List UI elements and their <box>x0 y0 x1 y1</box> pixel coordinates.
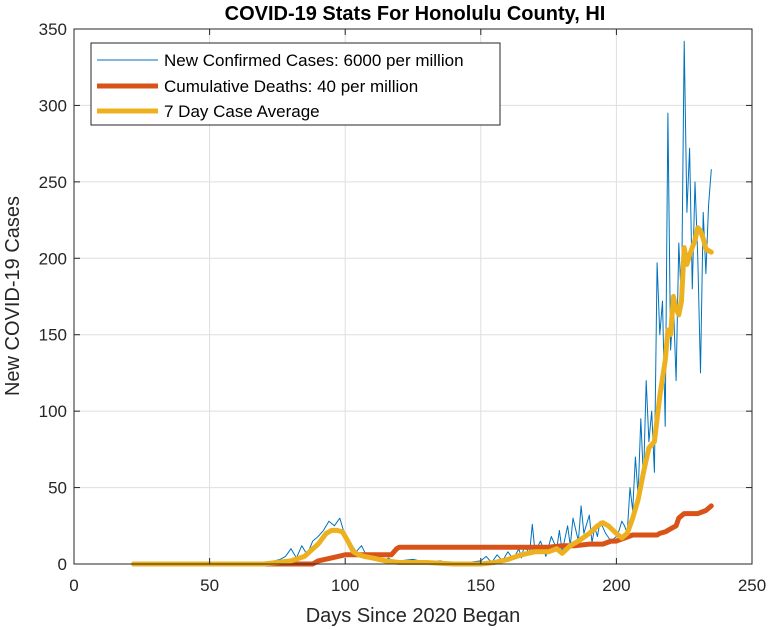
legend: New Confirmed Cases: 6000 per million Cu… <box>90 42 501 126</box>
y-axis-label: New COVID-19 Cases <box>2 196 24 396</box>
legend-label-new-cases: New Confirmed Cases: 6000 per million <box>164 51 464 70</box>
y-tick-label: 50 <box>48 479 67 498</box>
series-line-7-day-average <box>131 225 714 567</box>
y-tick-label: 250 <box>39 173 67 192</box>
y-tick-label: 150 <box>39 326 67 345</box>
series-lines <box>131 40 714 567</box>
x-tick-label: 250 <box>738 576 766 595</box>
y-tick-label: 350 <box>39 20 67 39</box>
x-tick-label: 100 <box>331 576 359 595</box>
x-tick-label: 200 <box>602 576 630 595</box>
y-tick-label: 300 <box>39 96 67 115</box>
x-axis-label: Days Since 2020 Began <box>306 605 521 627</box>
series-line-cumulative-deaths <box>131 503 714 567</box>
y-tick-label: 100 <box>39 402 67 421</box>
legend-label-7-day-average: 7 Day Case Average <box>164 102 320 121</box>
axis-ticks: 0 50 100 150 200 250 0 50 100 150 200 250 300 350 <box>39 20 767 595</box>
x-tick-label: 50 <box>200 576 219 595</box>
y-tick-label: 200 <box>39 249 67 268</box>
x-tick-label: 150 <box>467 576 495 595</box>
plot-frame <box>73 28 753 565</box>
x-tick-label: 0 <box>69 576 78 595</box>
grid-lines <box>74 29 752 564</box>
y-tick-label: 0 <box>58 555 67 574</box>
chart-title: COVID-19 Stats For Honolulu County, HI <box>225 3 606 25</box>
legend-box <box>90 42 501 126</box>
legend-label-cumulative-deaths: Cumulative Deaths: 40 per million <box>164 77 418 96</box>
